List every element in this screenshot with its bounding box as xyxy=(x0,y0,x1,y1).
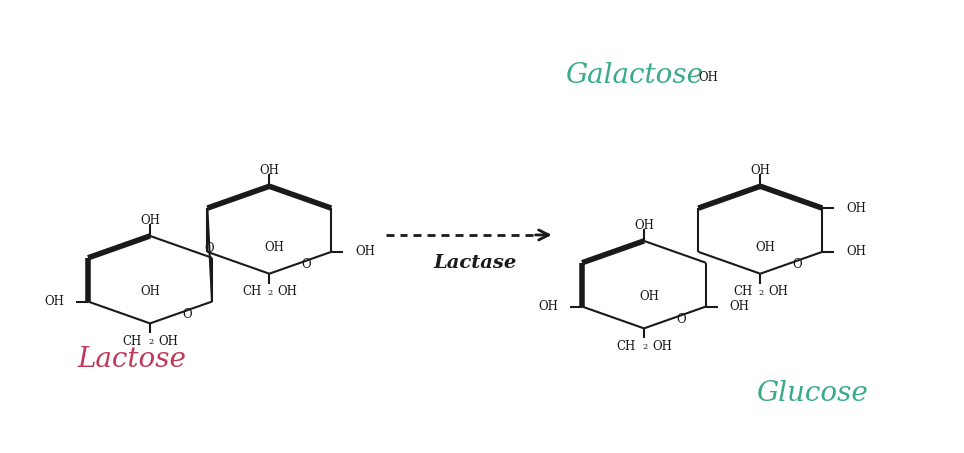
Text: OH: OH xyxy=(768,285,789,298)
Text: Glucose: Glucose xyxy=(756,381,868,407)
Text: OH: OH xyxy=(140,214,160,227)
Text: OH: OH xyxy=(846,202,866,215)
Text: Lactase: Lactase xyxy=(434,254,517,272)
Text: OH: OH xyxy=(639,290,659,303)
Text: O: O xyxy=(792,258,802,271)
Text: Lactose: Lactose xyxy=(77,346,186,373)
Text: 2: 2 xyxy=(759,289,763,297)
Text: 2: 2 xyxy=(148,338,153,346)
Text: Galactose: Galactose xyxy=(565,63,703,89)
Text: O: O xyxy=(205,242,215,255)
Text: 2: 2 xyxy=(642,343,647,351)
Text: OH: OH xyxy=(538,300,558,313)
Text: OH: OH xyxy=(652,340,672,353)
Text: CH: CH xyxy=(617,340,636,353)
Text: 2: 2 xyxy=(267,289,273,297)
Text: OH: OH xyxy=(750,164,770,178)
Text: OH: OH xyxy=(264,241,284,255)
Text: OH: OH xyxy=(44,295,65,308)
Text: O: O xyxy=(182,308,192,321)
Text: OH: OH xyxy=(259,164,280,178)
Text: OH: OH xyxy=(355,246,375,258)
Text: OH: OH xyxy=(158,335,178,348)
Text: OH: OH xyxy=(730,300,750,313)
Text: OH: OH xyxy=(699,72,718,84)
Text: CH: CH xyxy=(242,285,261,298)
Text: O: O xyxy=(676,313,685,326)
Text: OH: OH xyxy=(278,285,297,298)
Text: OH: OH xyxy=(756,241,775,255)
Text: O: O xyxy=(302,258,311,271)
Text: OH: OH xyxy=(846,246,866,258)
Text: OH: OH xyxy=(634,219,654,232)
Text: CH: CH xyxy=(122,335,142,348)
Text: OH: OH xyxy=(140,285,160,298)
Text: CH: CH xyxy=(733,285,752,298)
